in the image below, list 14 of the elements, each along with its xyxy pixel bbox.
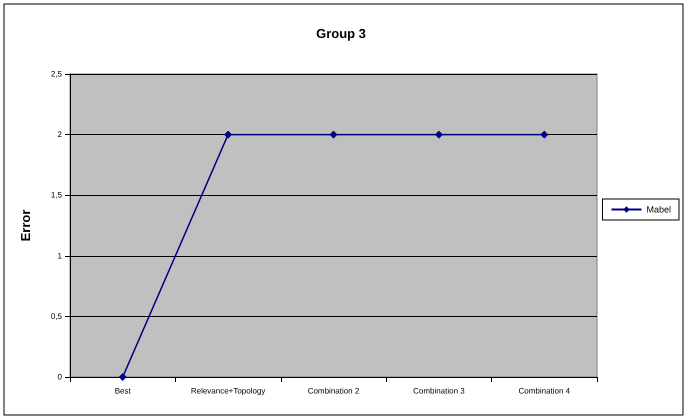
y-axis-title: Error	[18, 210, 33, 242]
x-tick-label: Combination 2	[308, 386, 360, 396]
y-tick-label: 1	[58, 251, 63, 260]
x-tick-label: Relevance+Topology	[190, 386, 266, 396]
y-tick-label: 2,5	[50, 70, 63, 78]
y-tick-label: 0,5	[50, 312, 63, 321]
chart-title: Group 3	[316, 26, 366, 41]
y-tick-label: 2	[58, 130, 63, 140]
y-tick-label: 0	[58, 372, 63, 382]
y-tick-label: 1,5	[50, 190, 63, 200]
x-tick-label: Combination 4	[518, 386, 571, 396]
legend-label: Mabel	[646, 204, 672, 214]
x-tick-label: Best	[114, 386, 132, 396]
x-tick-label: Combination 3	[413, 386, 466, 396]
